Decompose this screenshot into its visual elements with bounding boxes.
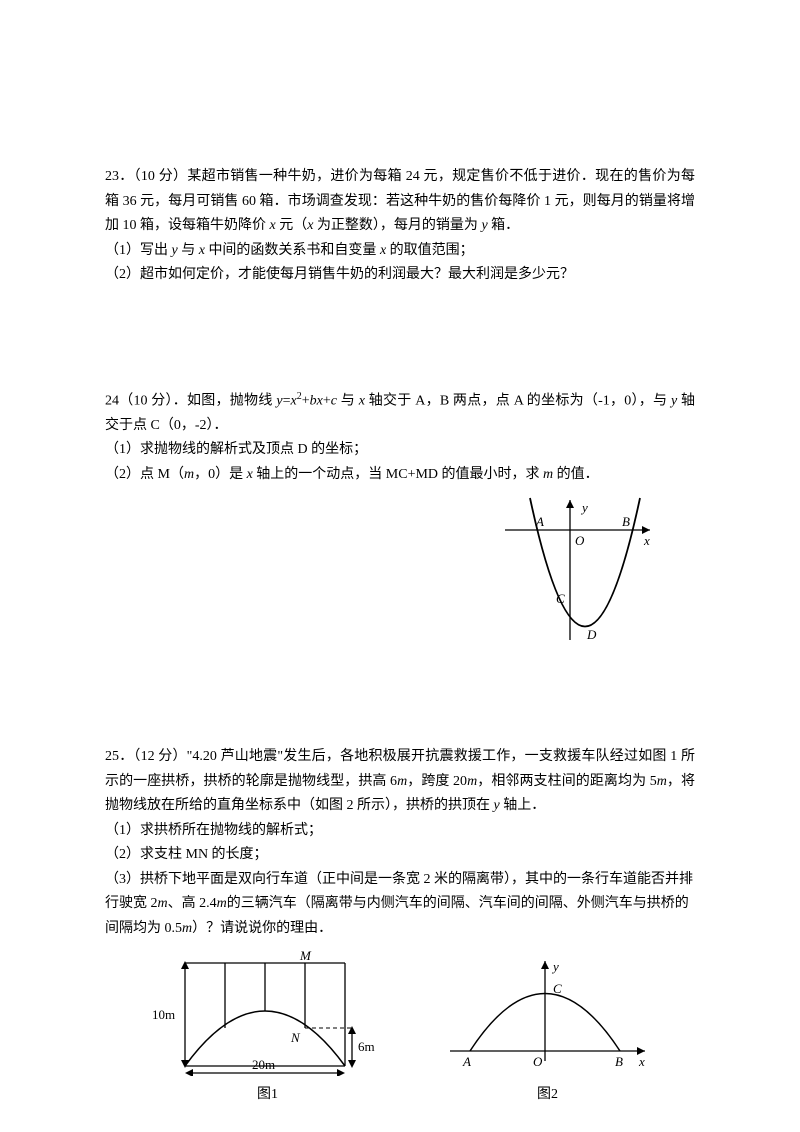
label-y: y [551, 959, 559, 974]
text: （1）写出 [105, 243, 172, 258]
text: 的取值范围； [386, 243, 474, 258]
unit-m: m [158, 896, 168, 911]
figure-2-container: y C x A O B 图2 [445, 951, 650, 1103]
problem-25-sub1: （1）求拱桥所在抛物线的解析式； [105, 819, 695, 844]
figure-1-container: M N 10m 6m 20m 图1 [150, 951, 385, 1103]
text: （2）超市如何定价，才能使每月销售牛奶的利润最大？最大利润是多少元？ [105, 267, 574, 282]
text: （1）求拱桥所在抛物线的解析式； [105, 823, 322, 838]
problem-25-figures: M N 10m 6m 20m 图1 y C x [105, 951, 695, 1103]
label-x: x [643, 533, 650, 548]
problem-23-body: 23．（10 分）某超市销售一种牛奶，进价为每箱 24 元，规定售价不低于进价．… [105, 165, 695, 239]
text: 轴上． [500, 798, 546, 813]
text: 、高 2.4 [168, 896, 217, 911]
label-M: M [299, 951, 312, 963]
text: ，跨度 20 [407, 774, 467, 789]
text: ，0）是 [194, 467, 247, 482]
text: 中间的函数关系书和自变量 [205, 243, 380, 258]
text: 的值． [553, 467, 599, 482]
label-C: C [553, 981, 562, 996]
problem-24-body: 24（10 分）．如图，抛物线 y=x2+bx+c 与 x 轴交于 A，B 两点… [105, 388, 695, 439]
parabola-figure-icon: y x A B O C D [500, 495, 655, 645]
text: （1）求抛物线的解析式及顶点 D 的坐标； [105, 442, 367, 457]
text: 与 [337, 393, 359, 408]
label-20m: 20m [252, 1057, 275, 1072]
text: （2）点 M（ [105, 467, 184, 482]
label-A: A [535, 514, 544, 529]
label-x: x [638, 1054, 645, 1069]
label-O: O [575, 533, 585, 548]
text: 与 [178, 243, 199, 258]
problem-24: 24（10 分）．如图，抛物线 y=x2+bx+c 与 x 轴交于 A，B 两点… [105, 388, 695, 646]
label-D: D [586, 627, 597, 642]
label-B: B [615, 1054, 623, 1069]
unit-m: m [397, 774, 407, 789]
coord-bridge-figure-icon: y C x A O B [445, 951, 650, 1076]
unit-m: m [182, 921, 192, 936]
problem-25: 25．（12 分）"4.20 芦山地震"发生后，各地积极展开抗震救援工作，一支救… [105, 745, 695, 1103]
eq-b: b [310, 393, 317, 408]
text: ，相邻两支柱间的距离均为 5 [477, 774, 657, 789]
var-m: m [543, 467, 553, 482]
label-6m: 6m [358, 1039, 375, 1054]
label-A: A [462, 1054, 471, 1069]
unit-m: m [467, 774, 477, 789]
eq: + [323, 393, 331, 408]
problem-25-body: 25．（12 分）"4.20 芦山地震"发生后，各地积极展开抗震救援工作，一支救… [105, 745, 695, 819]
text: （2）求支柱 MN 的长度； [105, 847, 268, 862]
problem-23: 23．（10 分）某超市销售一种牛奶，进价为每箱 24 元，规定售价不低于进价．… [105, 165, 695, 288]
problem-24-sub1: （1）求抛物线的解析式及顶点 D 的坐标； [105, 438, 695, 463]
text: ）？请说说你的理由． [192, 921, 332, 936]
text: 24（10 分）．如图，抛物线 [105, 393, 276, 408]
eq: + [302, 393, 310, 408]
text: 为正整数），每月的销量为 [313, 218, 481, 233]
problem-25-sub2: （2）求支柱 MN 的长度； [105, 843, 695, 868]
label-B: B [622, 514, 630, 529]
text: 元（ [276, 218, 308, 233]
text: 轴交于 A，B 两点，点 A 的坐标为（-1，0），与 [365, 393, 671, 408]
problem-25-sub3: （3）拱桥下地平面是双向行车道（正中间是一条宽 2 米的隔离带），其中的一条行车… [105, 868, 695, 942]
label-y: y [580, 500, 588, 515]
figure-2-label: 图2 [445, 1083, 650, 1103]
label-N: N [290, 1030, 301, 1045]
problem-23-sub2: （2）超市如何定价，才能使每月销售牛奶的利润最大？最大利润是多少元？ [105, 263, 695, 288]
problem-24-sub2: （2）点 M（m，0）是 x 轴上的一个动点，当 MC+MD 的值最小时，求 m… [105, 463, 695, 488]
text: 轴上的一个动点，当 MC+MD 的值最小时，求 [253, 467, 543, 482]
figure-1-label: 图1 [150, 1083, 385, 1103]
label-C: C [556, 591, 565, 606]
bridge-figure-icon: M N 10m 6m 20m [150, 951, 385, 1076]
label-10m: 10m [152, 1007, 175, 1022]
text: 箱． [488, 218, 520, 233]
var-m: m [184, 467, 194, 482]
unit-m: m [217, 896, 227, 911]
label-O: O [533, 1054, 543, 1069]
problem-24-figure: y x A B O C D [105, 495, 695, 645]
problem-23-sub1: （1）写出 y 与 x 中间的函数关系书和自变量 x 的取值范围； [105, 239, 695, 264]
unit-m: m [657, 774, 667, 789]
